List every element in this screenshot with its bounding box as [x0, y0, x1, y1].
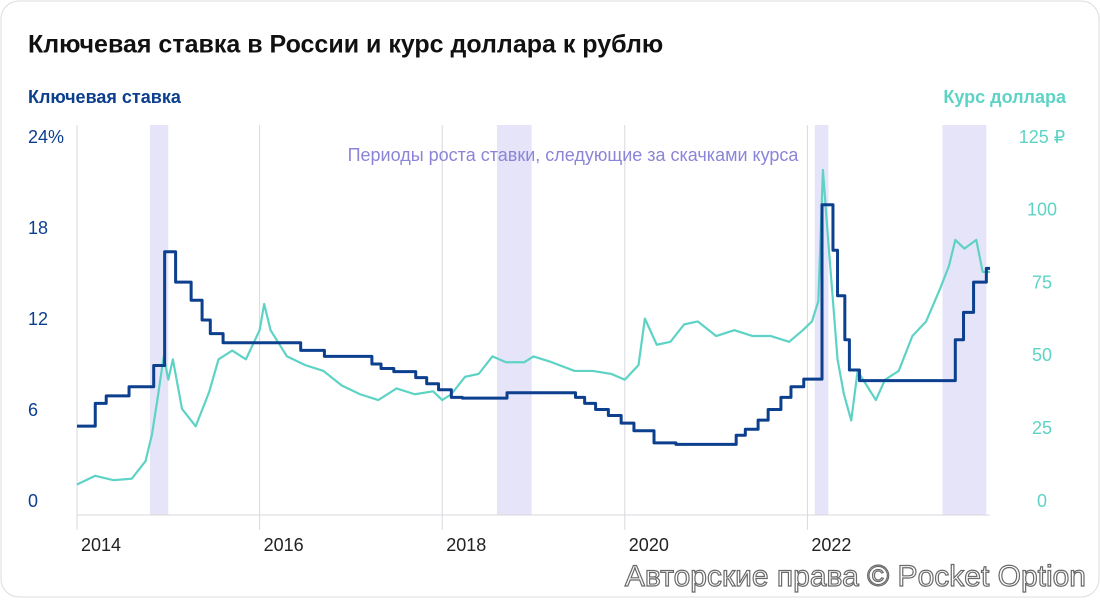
x-tick-label: 2016	[264, 535, 304, 555]
rate-line	[77, 203, 990, 446]
y2-tick-label: 75	[1032, 272, 1052, 292]
y-tick-label: 24%	[28, 127, 64, 147]
y2-tick-label: 0	[1037, 491, 1047, 511]
x-tick-label: 2014	[81, 535, 121, 555]
y-tick-label: 18	[28, 218, 48, 238]
y2-tick-label: 50	[1032, 345, 1052, 365]
y-tick-label: 6	[28, 400, 38, 420]
highlight-band	[496, 125, 532, 515]
chart-title: Ключевая ставка в России и курс доллара …	[28, 31, 663, 59]
y-tick-label: 12	[28, 309, 48, 329]
y2-tick-label: 25	[1032, 418, 1052, 438]
y2-tick-label: 125 ₽	[1019, 127, 1066, 147]
y-tick-label: 0	[28, 491, 38, 511]
y-axis-label: Ключевая ставка	[28, 87, 182, 107]
y2-axis-label: Курс доллара	[943, 87, 1067, 107]
y2-tick-label: 100	[1027, 200, 1057, 220]
watermark: Авторские права © Pocket Option	[625, 560, 1086, 593]
annotation: Периоды роста ставки, следующие за скачк…	[348, 145, 800, 165]
x-tick-label: 2022	[811, 535, 851, 555]
x-tick-label: 2018	[446, 535, 486, 555]
x-tick-label: 2020	[629, 535, 669, 555]
